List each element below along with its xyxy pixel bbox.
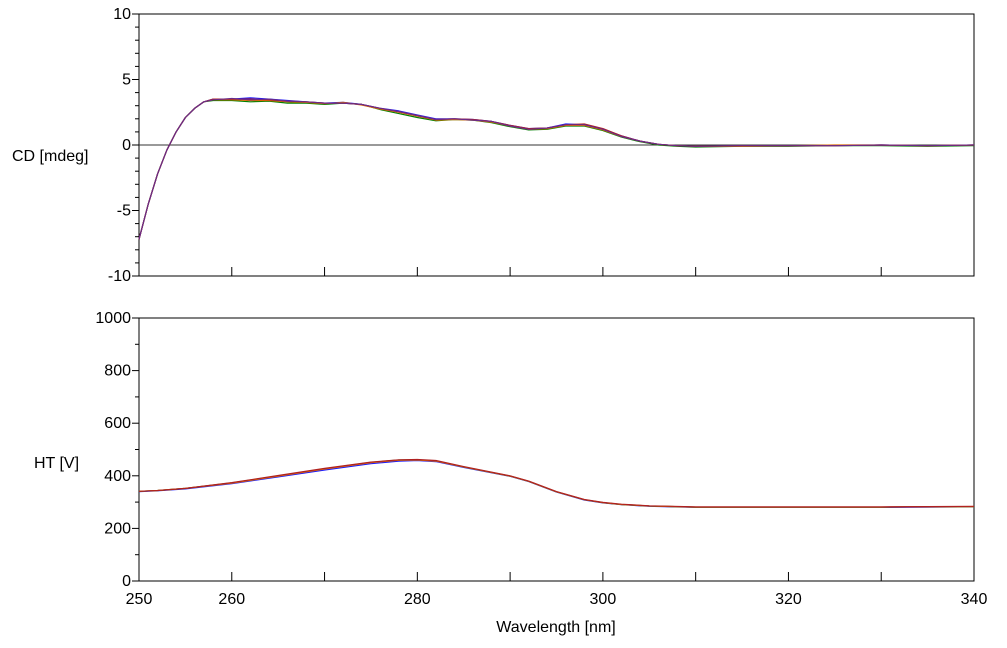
x-tick-label: 250 xyxy=(126,591,153,608)
series-line-3 xyxy=(138,459,975,508)
x-tick-label: 340 xyxy=(961,591,988,608)
y-tick-label: 10 xyxy=(113,6,131,23)
x-tick-label: 320 xyxy=(775,591,802,608)
series-line-1 xyxy=(138,97,975,240)
ht-panel: 1000 800 600 400 200 0 250 260 280 300 320 340 HT … xyxy=(34,310,987,636)
series-line-4 xyxy=(138,458,975,508)
y-tick-label: 600 xyxy=(104,415,131,432)
ht-x-tick-labels: 250 260 280 300 320 340 xyxy=(126,591,988,608)
cd-series-group xyxy=(138,97,975,240)
y-tick-label: -5 xyxy=(117,203,131,220)
x-axis-label: Wavelength [nm] xyxy=(496,619,615,636)
x-tick-label: 280 xyxy=(404,591,431,608)
cd-y-axis-label: CD [mdeg] xyxy=(12,148,88,165)
y-tick-label: -10 xyxy=(108,268,131,285)
series-line-1 xyxy=(138,459,975,508)
series-line-2 xyxy=(138,459,975,508)
y-tick-label: 1000 xyxy=(95,310,131,327)
cd-axis-ticks xyxy=(132,13,882,277)
x-tick-label: 300 xyxy=(590,591,617,608)
ht-axis-ticks xyxy=(132,317,882,582)
y-tick-label: 0 xyxy=(122,137,131,154)
cd-y-tick-labels: 10 5 0 -5 -10 xyxy=(108,6,131,285)
ht-y-tick-labels: 1000 800 600 400 200 0 xyxy=(95,310,131,590)
x-tick-label: 260 xyxy=(218,591,245,608)
series-line-4 xyxy=(138,98,975,240)
cd-panel: 10 5 0 -5 -10 CD [mdeg] xyxy=(12,6,975,285)
ht-y-axis-label: HT [V] xyxy=(34,455,79,472)
y-tick-label: 400 xyxy=(104,468,131,485)
ht-series-group xyxy=(138,458,975,508)
y-tick-label: 5 xyxy=(122,72,131,89)
y-tick-label: 200 xyxy=(104,520,131,537)
series-line-5 xyxy=(138,97,975,240)
y-tick-label: 0 xyxy=(122,573,131,590)
ht-plot-frame xyxy=(138,317,975,582)
series-line-3 xyxy=(138,99,975,240)
series-line-2 xyxy=(138,99,975,240)
y-tick-label: 800 xyxy=(104,363,131,380)
